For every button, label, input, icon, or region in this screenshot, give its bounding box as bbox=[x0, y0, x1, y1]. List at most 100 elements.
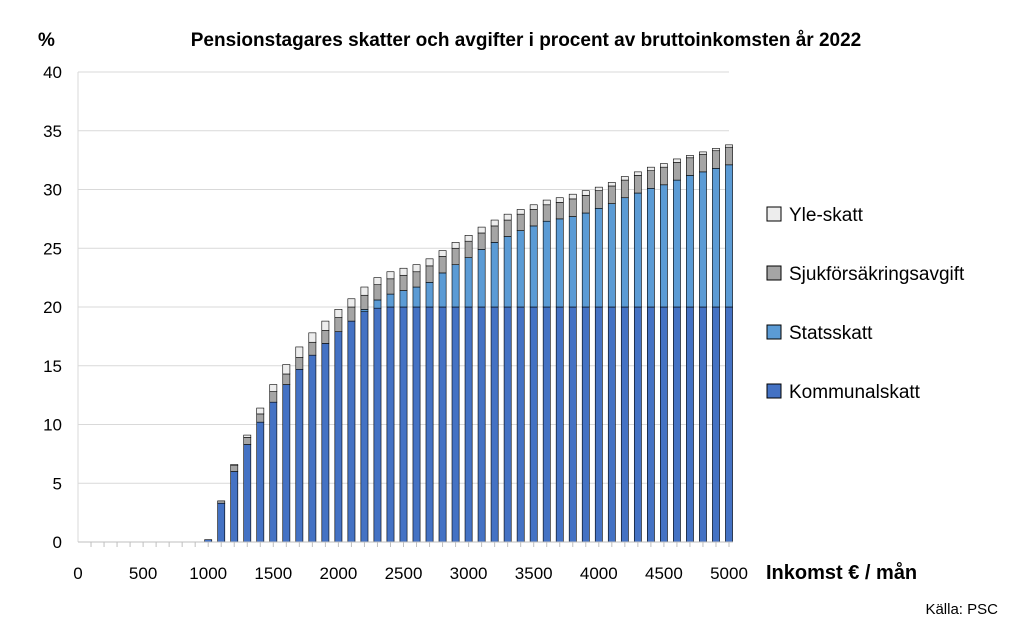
bar-segment bbox=[425, 258, 434, 267]
bar-segment bbox=[373, 307, 382, 543]
bar-segment bbox=[217, 502, 226, 543]
bar-segment bbox=[373, 284, 382, 301]
bar-segment bbox=[386, 306, 395, 543]
bar-segment bbox=[712, 148, 720, 152]
bar-segment bbox=[451, 264, 460, 308]
bar-segment bbox=[373, 299, 382, 309]
bar-segment bbox=[555, 306, 564, 543]
bar-segment bbox=[230, 464, 239, 466]
bar-segment bbox=[399, 267, 408, 276]
bar-segment bbox=[568, 306, 577, 543]
bar-segment bbox=[725, 146, 733, 166]
bar-segment bbox=[646, 306, 655, 543]
bar-segment bbox=[308, 341, 317, 356]
legend-label: Kommunalskatt bbox=[789, 382, 921, 403]
bars bbox=[204, 144, 733, 543]
bar-segment bbox=[386, 271, 395, 280]
bar-segment bbox=[347, 320, 356, 543]
bar-segment bbox=[646, 170, 655, 189]
bar-segment bbox=[425, 265, 434, 283]
x-tick-label: 3500 bbox=[515, 564, 553, 583]
bar-segment bbox=[633, 192, 642, 308]
bar-segment bbox=[516, 209, 525, 215]
bar-segment bbox=[686, 175, 694, 308]
bar-segment bbox=[555, 218, 564, 308]
bar-segment bbox=[490, 242, 499, 308]
bar-segment bbox=[646, 188, 655, 308]
bar-segment bbox=[542, 204, 551, 222]
bar-segment bbox=[673, 158, 681, 163]
bar-segment bbox=[503, 213, 512, 221]
bar-segment bbox=[477, 232, 486, 250]
bar-segment bbox=[529, 225, 538, 308]
bar-segment bbox=[620, 176, 629, 181]
bar-segment bbox=[464, 257, 473, 308]
legend-swatch bbox=[766, 206, 782, 222]
y-tick-label: 35 bbox=[43, 122, 62, 141]
bar-segment bbox=[607, 182, 616, 187]
bar-segment bbox=[360, 294, 369, 310]
y-tick-label: 0 bbox=[53, 533, 62, 552]
x-tick-label: 3000 bbox=[450, 564, 488, 583]
bar-segment bbox=[477, 306, 486, 543]
bar-segment bbox=[230, 471, 239, 543]
bar-segment bbox=[620, 179, 629, 199]
bar-segment bbox=[725, 164, 733, 308]
bar-segment bbox=[633, 306, 642, 543]
y-tick-label: 20 bbox=[43, 298, 62, 317]
bar-segment bbox=[360, 311, 369, 543]
bar-segment bbox=[620, 306, 629, 543]
bar-segment bbox=[464, 240, 473, 258]
bar-segment bbox=[256, 421, 265, 543]
legend-swatch bbox=[766, 324, 782, 340]
x-tick-label: 5000 bbox=[710, 564, 748, 583]
bar-segment bbox=[295, 346, 304, 358]
bar-segment bbox=[542, 306, 551, 543]
bar-segment bbox=[594, 186, 603, 191]
bar-segment bbox=[660, 184, 668, 308]
bar-segment bbox=[269, 391, 278, 403]
x-axis-ticks: 0 500 1000 1500 2000 2500 3000 3500 4000 4500 5000 bbox=[73, 564, 748, 583]
x-tick-label: 4500 bbox=[645, 564, 683, 583]
y-tick-label: 40 bbox=[43, 63, 62, 82]
bar-segment bbox=[503, 219, 512, 237]
bar-segment bbox=[256, 407, 265, 415]
axes bbox=[77, 72, 733, 547]
bar-segment bbox=[673, 306, 681, 543]
bar-segment bbox=[633, 175, 642, 194]
bar-segment bbox=[360, 286, 369, 296]
bar-segment bbox=[594, 190, 603, 209]
legend: Yle-skatt Sjukförsäkringsavgift Statsskatt… bbox=[766, 205, 965, 403]
bar-segment bbox=[490, 219, 499, 227]
x-tick-label: 2500 bbox=[385, 564, 423, 583]
bar-segment bbox=[451, 247, 460, 266]
bar-segment bbox=[282, 373, 291, 385]
bar-segment bbox=[451, 242, 460, 249]
bar-segment bbox=[256, 413, 265, 423]
bar-segment bbox=[568, 198, 577, 217]
bar-segment bbox=[412, 306, 421, 543]
x-tick-label: 1500 bbox=[254, 564, 292, 583]
bar-segment bbox=[725, 144, 733, 148]
bar-segment bbox=[360, 309, 369, 313]
bar-segment bbox=[295, 368, 304, 543]
bar-segment bbox=[243, 437, 252, 445]
bar-segment bbox=[660, 163, 668, 168]
bar-segment bbox=[334, 317, 343, 332]
bar-segment bbox=[308, 332, 317, 343]
bar-segment bbox=[660, 306, 668, 543]
bar-segment bbox=[399, 274, 408, 291]
bar-segment bbox=[243, 444, 252, 543]
bar-segment bbox=[673, 179, 681, 308]
x-tick-label: 0 bbox=[73, 564, 82, 583]
bar-segment bbox=[451, 306, 460, 543]
bar-segment bbox=[334, 331, 343, 543]
bar-segment bbox=[477, 249, 486, 308]
x-tick-label: 4000 bbox=[580, 564, 618, 583]
bar-segment bbox=[386, 293, 395, 308]
bar-segment bbox=[568, 193, 577, 200]
bar-segment bbox=[699, 171, 707, 308]
bar-segment bbox=[269, 384, 278, 392]
bar-segment bbox=[464, 306, 473, 543]
